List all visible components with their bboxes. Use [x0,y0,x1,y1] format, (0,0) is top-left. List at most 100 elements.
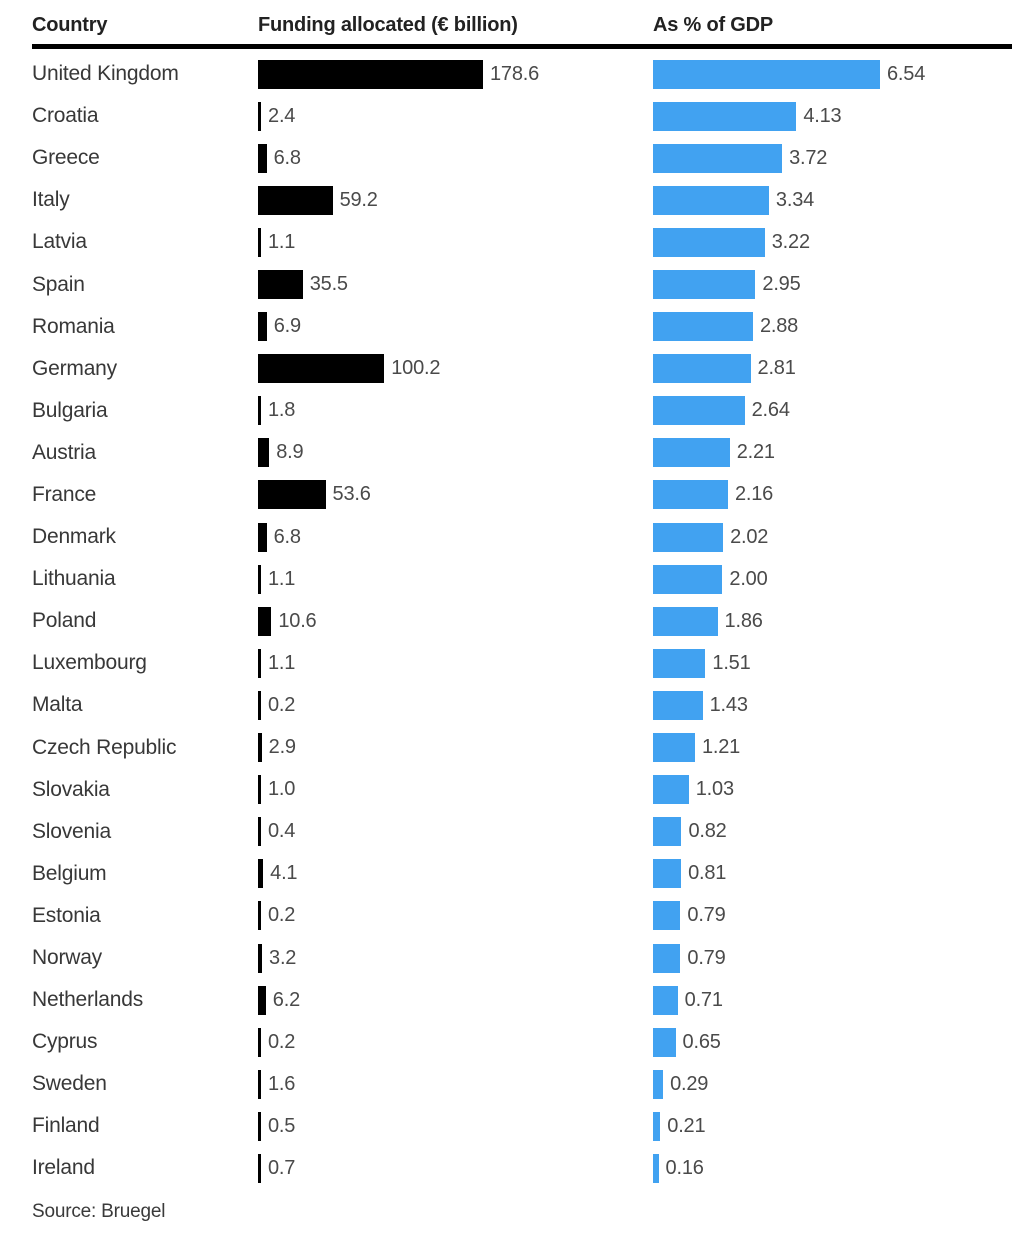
table-row: Finland 0.5 0.21 [32,1105,1024,1147]
country-label: Slovakia [32,777,110,801]
funding-bar-cell: 100.2 [258,348,653,390]
funding-value: 2.4 [268,104,296,127]
funding-bar-cell: 0.2 [258,1021,653,1063]
gdp-bar-cell: 0.71 [653,979,1024,1021]
funding-bar-cell: 4.1 [258,853,653,895]
table-row: Norway 3.2 0.79 [32,937,1024,979]
funding-bar-cell: 0.2 [258,895,653,937]
table-row: Germany 100.2 2.81 [32,348,1024,390]
gdp-bar-cell: 4.13 [653,95,1024,137]
funding-bar-cell: 6.2 [258,979,653,1021]
gdp-bar [653,270,756,300]
country-label: Belgium [32,861,107,885]
country-label: Bulgaria [32,398,108,422]
gdp-bar-cell: 0.65 [653,1021,1024,1063]
country-label: Spain [32,272,85,296]
funding-bar-cell: 10.6 [258,600,653,642]
table-row: Luxembourg 1.1 1.51 [32,642,1024,684]
country-label: Poland [32,609,97,633]
column-header-country: Country [32,14,108,36]
funding-value: 53.6 [332,483,371,506]
gdp-value: 1.86 [724,609,763,632]
gdp-value: 2.95 [762,273,801,296]
gdp-value: 0.65 [682,1030,721,1053]
gdp-bar [653,480,728,510]
funding-bar [258,1027,261,1057]
funding-bar [258,143,267,173]
gdp-value: 0.29 [670,1072,709,1095]
funding-value: 0.2 [268,1030,296,1053]
gdp-value: 2.64 [751,399,790,422]
funding-value: 0.2 [268,904,296,927]
funding-value: 6.8 [273,525,301,548]
funding-bar [258,101,262,131]
funding-bar-cell: 53.6 [258,474,653,516]
funding-bar [258,859,264,889]
gdp-bar [653,733,695,763]
gdp-bar [653,859,682,889]
funding-value: 0.7 [268,1156,296,1179]
funding-bar [258,312,267,342]
funding-bar [258,985,266,1015]
gdp-bar [653,817,682,847]
table-row: Bulgaria 1.8 2.64 [32,390,1024,432]
funding-bar [258,59,483,89]
gdp-bar [653,564,723,594]
funding-bar [258,522,267,552]
gdp-bar-cell: 6.54 [653,53,1024,95]
funding-bar [258,1069,261,1099]
gdp-bar [653,312,753,342]
gdp-bar-cell: 0.79 [653,895,1024,937]
funding-value: 1.8 [268,399,296,422]
table-row: Czech Republic 2.9 1.21 [32,727,1024,769]
funding-bar [258,943,263,973]
funding-bar-cell: 178.6 [258,53,653,95]
gdp-bar-cell: 0.29 [653,1063,1024,1105]
funding-value: 6.8 [273,146,301,169]
gdp-value: 1.21 [701,736,741,759]
gdp-bar-cell: 0.82 [653,811,1024,853]
funding-value: 6.2 [272,988,300,1011]
funding-bar [258,817,261,847]
table-row: Belgium 4.1 0.81 [32,853,1024,895]
funding-bar-cell: 0.4 [258,811,653,853]
chart-rows: United Kingdom 178.6 6.54 Croatia 2.4 4.… [32,49,1024,1190]
table-row: Cyprus 0.2 0.65 [32,1021,1024,1063]
gdp-bar [653,1069,664,1099]
country-label: Slovenia [32,819,111,843]
gdp-bar-cell: 3.72 [653,137,1024,179]
table-row: Poland 10.6 1.86 [32,600,1024,642]
column-header-row: Country Funding allocated (€ billion) As… [32,8,1012,49]
funding-value: 4.1 [270,862,298,885]
gdp-value: 6.54 [887,62,926,85]
funding-value: 1.1 [268,230,296,253]
gdp-bar [653,522,724,552]
country-label: France [32,482,97,506]
funding-bar [258,185,333,215]
funding-bar [258,480,326,510]
funding-bar [258,648,261,678]
table-row: Slovakia 1.0 1.03 [32,769,1024,811]
country-label: Austria [32,440,96,464]
gdp-value: 3.22 [771,230,810,253]
country-label: Greece [32,146,100,170]
table-row: Latvia 1.1 3.22 [32,221,1024,263]
source-attribution: Source: Bruegel [32,1200,166,1222]
gdp-value: 2.00 [729,567,768,590]
gdp-bar [653,143,783,173]
funding-value: 100.2 [391,357,441,380]
funding-bar-cell: 1.1 [258,642,653,684]
gdp-bar [653,901,681,931]
gdp-bar-cell: 2.00 [653,558,1024,600]
table-row: Malta 0.2 1.43 [32,684,1024,726]
gdp-value: 0.82 [688,820,727,843]
table-row: Greece 6.8 3.72 [32,137,1024,179]
funding-bar-cell: 0.5 [258,1105,653,1147]
country-label: Luxembourg [32,651,147,675]
funding-value: 3.2 [269,946,297,969]
table-row: Estonia 0.2 0.79 [32,895,1024,937]
country-label: Ireland [32,1156,95,1180]
funding-bar [258,354,385,384]
funding-bar [258,901,261,931]
funding-bar [258,1153,261,1183]
